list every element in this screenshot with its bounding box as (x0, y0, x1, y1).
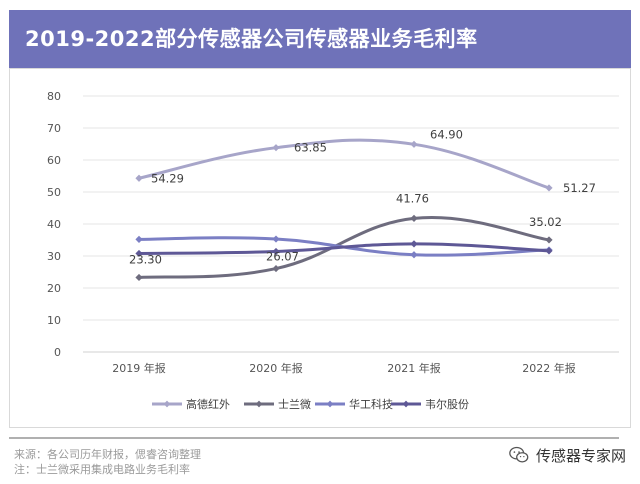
data-point (272, 247, 280, 256)
data-point (410, 140, 418, 148)
data-point (272, 144, 280, 152)
x-tick-label: 2021 年报 (387, 361, 441, 375)
data-label: 41.76 (396, 191, 429, 205)
data-point (545, 236, 553, 244)
data-label: 23.30 (129, 252, 162, 266)
data-label: 35.02 (529, 215, 562, 229)
series-line-1 (137, 216, 551, 279)
footer-separator (9, 437, 619, 439)
legend-label: 华工科技 (349, 397, 393, 411)
y-tick-label: 60 (47, 154, 61, 167)
data-point (135, 273, 143, 282)
data-labels: 54.29 63.85 64.90 51.27 23.30 26.07 41.76 35.02 (129, 127, 596, 266)
legend-marker (326, 400, 334, 408)
y-tick-label: 40 (47, 218, 61, 231)
data-point (135, 174, 143, 182)
data-label: 63.85 (294, 141, 327, 155)
brand-name: 传感器专家网 (535, 446, 626, 465)
data-label: 51.27 (563, 181, 596, 195)
legend-item-0[interactable]: 高德红外 (152, 397, 230, 411)
y-tick-label: 70 (47, 122, 61, 135)
legend-label: 韦尔股份 (425, 398, 469, 411)
data-point (135, 235, 143, 243)
legend-marker (402, 400, 410, 408)
legend-label: 高德红外 (186, 397, 230, 411)
y-tick-label: 30 (47, 250, 61, 263)
footnote: 注：士兰微采用集成电路业务毛利率 (14, 463, 190, 476)
data-point (410, 214, 418, 222)
x-axis: 2019 年报 2020 年报 2021 年报 2022 年报 (112, 361, 576, 375)
chart-title: 2019-2022部分传感器公司传感器业务毛利率 (9, 10, 631, 68)
data-point (272, 235, 280, 243)
data-point (545, 184, 553, 192)
legend[interactable]: 高德红外 士兰微 华工科技 韦尔股份 (152, 397, 469, 411)
data-label: 54.29 (151, 171, 184, 185)
series-line-0 (137, 138, 551, 190)
legend-item-3[interactable]: 韦尔股份 (391, 398, 469, 411)
series-line-3 (137, 242, 551, 255)
data-point (135, 249, 143, 258)
x-tick-label: 2020 年报 (249, 361, 303, 375)
grid-lines (83, 95, 619, 353)
data-point (410, 251, 418, 259)
y-tick-label: 10 (47, 314, 61, 327)
legend-item-1[interactable]: 士兰微 (244, 397, 311, 411)
series-group (135, 138, 553, 282)
data-label: 26.07 (266, 250, 299, 264)
legend-marker (163, 400, 171, 408)
source-note: 来源：各公司历年财报，偲睿咨询整理 (14, 448, 201, 461)
wechat-icon (509, 446, 529, 463)
y-axis: 0 10 20 30 40 50 60 70 80 (47, 90, 61, 359)
y-tick-label: 50 (47, 186, 61, 199)
x-tick-label: 2022 年报 (522, 361, 576, 375)
y-tick-label: 80 (47, 90, 61, 103)
data-point (545, 247, 553, 255)
data-point (410, 240, 418, 248)
y-tick-label: 0 (54, 346, 61, 359)
data-label: 64.90 (430, 127, 463, 141)
legend-item-2[interactable]: 华工科技 (315, 397, 393, 411)
brand: 传感器专家网 (508, 444, 626, 466)
x-tick-label: 2019 年报 (112, 361, 166, 375)
legend-label: 士兰微 (278, 397, 311, 411)
data-point (272, 264, 280, 273)
legend-marker (255, 400, 263, 408)
y-tick-label: 20 (47, 282, 61, 295)
